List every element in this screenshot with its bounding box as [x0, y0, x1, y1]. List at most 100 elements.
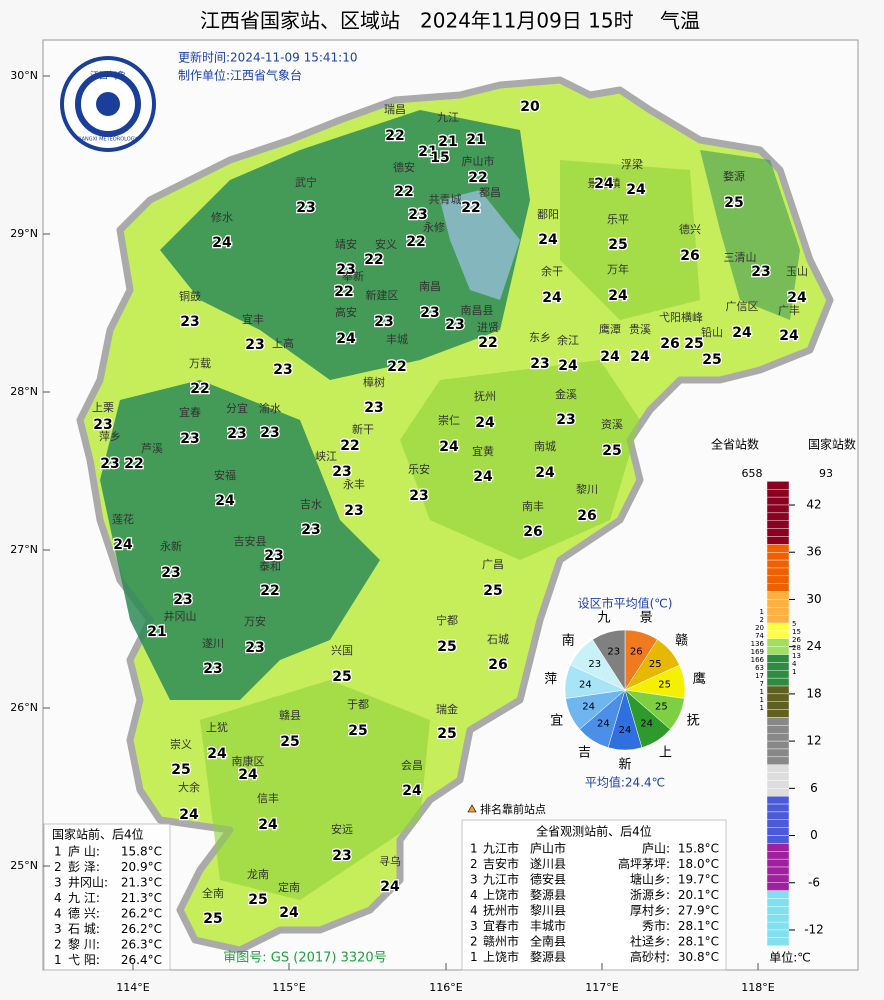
value: 20.1°C: [678, 888, 719, 902]
station-name: 修水: [211, 210, 233, 224]
station-name: 景德镇: [588, 176, 621, 190]
rank: 4: [470, 888, 478, 902]
station-name: 全南: [202, 886, 224, 900]
station-name: 余江: [557, 333, 579, 347]
rank: 4: [54, 907, 62, 921]
station-value: 23: [420, 305, 439, 321]
colorbar-cell: [766, 890, 790, 899]
pie-value: 24: [597, 719, 610, 730]
colorbar-cell: [766, 693, 790, 702]
station-value: 24: [558, 358, 578, 374]
update-time: 更新时间:2024-11-09 15:41:10: [178, 50, 358, 65]
national-count: 1: [792, 668, 796, 676]
station-value: 24: [732, 325, 752, 341]
value: 26.4°C: [121, 953, 162, 967]
station-name: 会昌: [401, 759, 423, 772]
colorbar-cell: [766, 756, 790, 765]
lat-label: 27°N: [10, 543, 38, 556]
colorbar-cell: [766, 591, 790, 600]
station-value: 24: [594, 176, 614, 192]
colorbar-label: 42: [806, 498, 821, 512]
city: 宜春市: [483, 918, 519, 933]
station-name: 安远: [331, 822, 353, 836]
value: 30.8°C: [678, 950, 719, 964]
count-header: 全省站数: [711, 437, 759, 452]
value: 19.7°C: [678, 873, 719, 887]
station-name: 遂川: [202, 636, 224, 650]
rank: 2: [54, 938, 62, 952]
colorbar-cell: [766, 866, 790, 876]
station-value: 25: [203, 911, 222, 927]
station-value: 22: [260, 583, 279, 599]
station-value: 24: [238, 767, 258, 783]
colorbar-cell: [766, 677, 790, 687]
colorbar-cell: [766, 567, 790, 577]
approval: 审图号: GS (2017) 3320号: [223, 951, 386, 966]
station-name: 南康区: [232, 754, 265, 768]
pie-value: 25: [658, 679, 671, 690]
pie-value: 26: [630, 647, 643, 658]
rank: 1: [470, 842, 478, 856]
colorbar-cell: [766, 544, 790, 553]
station-name: 贵溪: [629, 323, 651, 336]
site: 彭 泽:: [68, 860, 100, 874]
station-value: 25: [348, 723, 367, 739]
colorbar-cell: [766, 685, 790, 695]
station-value: 22: [385, 128, 404, 144]
lon-label: 116°E: [429, 981, 462, 994]
lake: [440, 190, 520, 300]
rank: 2: [470, 935, 478, 949]
station-name: 共青城: [429, 193, 462, 206]
site: 社迳乡:: [630, 934, 670, 949]
lon-label: 117°E: [585, 981, 618, 994]
station-name: 萍乡: [99, 430, 121, 443]
colorbar-cell: [766, 717, 790, 726]
mid-zones: [200, 160, 700, 900]
pie-average: 平均值:24.4℃: [585, 775, 665, 790]
city: 九江市: [483, 841, 519, 856]
station-value: 23: [751, 264, 770, 280]
site: 高坪茅坪:: [618, 856, 670, 871]
station-value: 21: [438, 134, 457, 150]
value: 27.9°C: [678, 904, 719, 918]
station-name: 九江: [437, 111, 459, 124]
station-value: 25: [608, 237, 627, 253]
province-count: 166: [751, 656, 765, 664]
station-value: 23: [260, 425, 279, 441]
colorbar-label: -12: [804, 922, 824, 936]
province-rank-box: [461, 819, 727, 971]
station-value: 24: [626, 182, 646, 198]
city: 吉安市: [483, 856, 519, 871]
station-name: 兴国: [331, 644, 353, 657]
colorbar-label: -6: [808, 875, 820, 889]
station-name: 靖安: [335, 237, 357, 251]
site: 秀市:: [642, 918, 670, 933]
national-count: 28: [792, 644, 801, 652]
station-name: 上犹: [206, 721, 228, 734]
colorbar-cell: [766, 701, 790, 710]
pie-label: 九: [597, 611, 610, 626]
colorbar-cell: [766, 614, 790, 624]
station-value: 22: [364, 252, 383, 268]
station-name: 德兴: [679, 222, 701, 236]
city: 九江市: [483, 872, 519, 887]
station-value: 25: [171, 762, 190, 778]
site: 庐山:: [642, 841, 670, 856]
station-name: 分宜: [226, 401, 248, 415]
station-value: 24: [542, 290, 562, 306]
station-value: 23: [245, 640, 264, 656]
station-value: 22: [124, 456, 143, 472]
province-count: 1: [760, 688, 764, 696]
station-name: 吉水: [300, 498, 322, 511]
rank: 4: [54, 891, 62, 905]
colorbar-label: 12: [806, 734, 821, 748]
pie-label: 宜: [550, 714, 563, 729]
colorbar-cell: [766, 630, 790, 639]
value: 15.8°C: [121, 845, 162, 859]
colorbar-cell: [766, 882, 790, 891]
value: 20.9°C: [121, 860, 162, 874]
producer: 制作单位:江西省气象台: [178, 68, 302, 83]
station-value: 23: [556, 412, 575, 428]
station-name: 宁都: [436, 613, 458, 627]
